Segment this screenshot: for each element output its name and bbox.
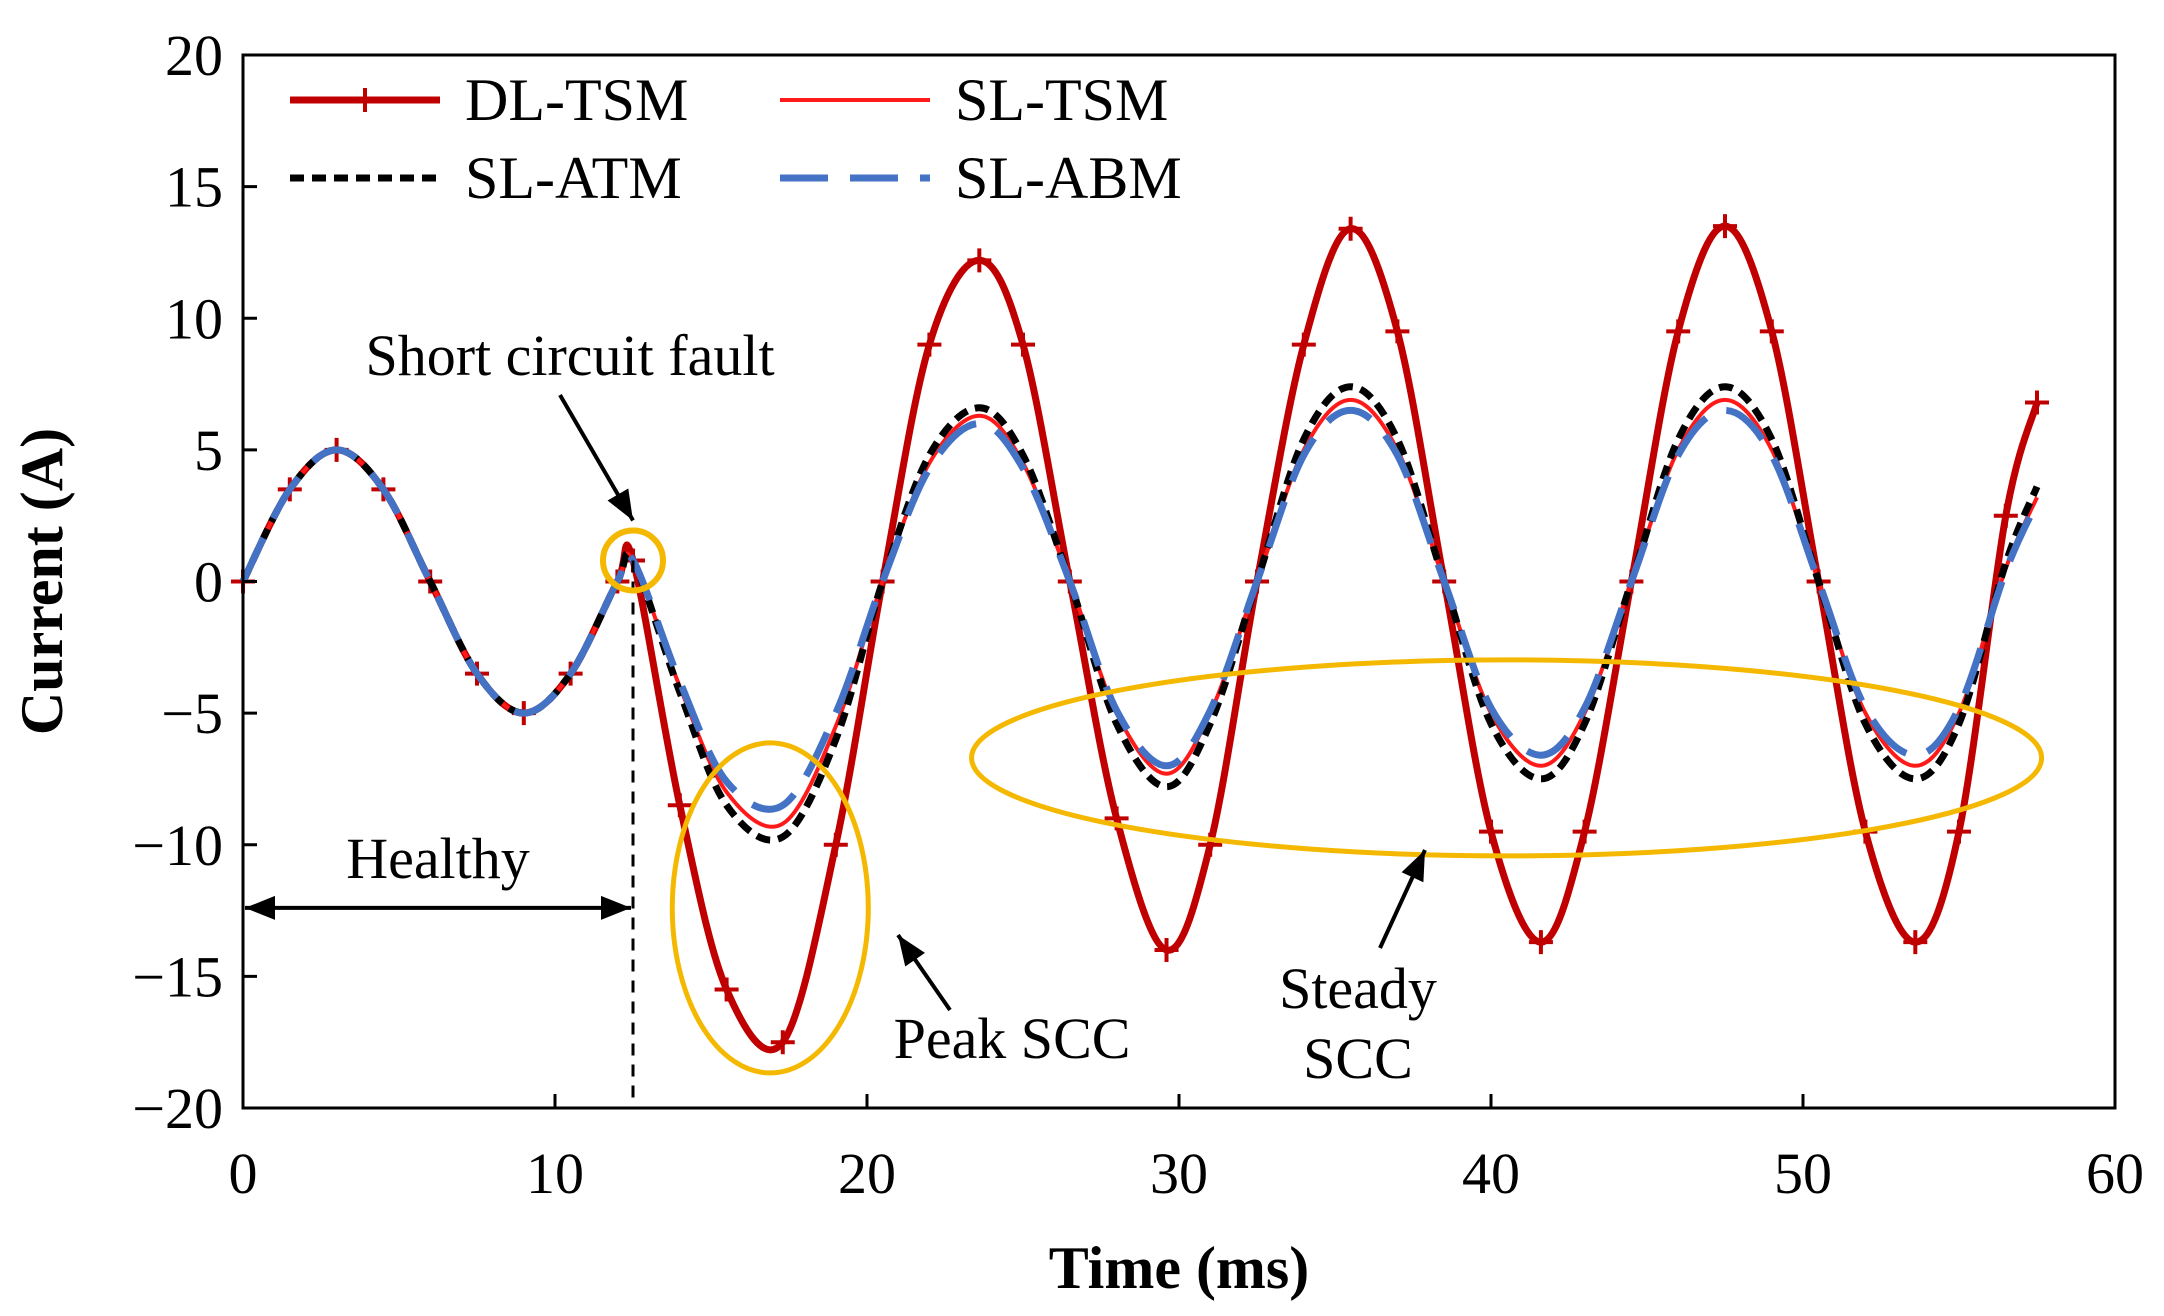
y-axis-title: Current (A) <box>9 428 75 735</box>
legend-item-dl-tsm: DL-TSM <box>290 67 688 133</box>
data-point-marker <box>1011 332 1035 357</box>
arrow-head <box>898 935 925 967</box>
y-tick-label: −10 <box>132 813 223 878</box>
data-point-marker <box>1903 930 1928 955</box>
arrow-head <box>245 895 275 920</box>
data-point-marker <box>1993 503 2018 528</box>
legend-label: SL-ATM <box>465 145 682 211</box>
legend-label: SL-ABM <box>955 145 1182 211</box>
data-point-marker <box>770 1030 795 1055</box>
healthy-interval-arrow <box>245 895 631 920</box>
data-point-marker <box>917 332 942 357</box>
x-tick-label: 60 <box>2086 1141 2144 1206</box>
x-tick-label: 40 <box>1462 1141 1520 1206</box>
legend-item-sl-atm: SL-ATM <box>290 145 682 211</box>
arrow-head <box>601 895 631 920</box>
data-point-marker <box>1479 819 1503 844</box>
plot-area-frame <box>241 53 2117 1110</box>
steady-scc-annotation-line1: Steady <box>1279 956 1437 1021</box>
x-tick-label: 30 <box>1150 1141 1208 1206</box>
data-point-marker <box>1572 819 1597 844</box>
data-point-marker <box>967 248 992 273</box>
data-point-marker <box>1291 332 1316 357</box>
steady-scc-annotation-line2: SCC <box>1303 1026 1413 1091</box>
data-point-marker <box>1666 319 1691 344</box>
y-tick-label: −15 <box>132 944 223 1009</box>
legend: DL-TSM SL-TSM SL-ATM SL-ABM <box>290 67 1182 211</box>
data-point-marker <box>1947 819 1971 844</box>
y-tick-label: −20 <box>132 1076 223 1141</box>
fault-annotation: Short circuit fault <box>365 323 774 388</box>
annotations: Short circuit fault Healthy Peak SCC Steady… <box>245 323 2045 1108</box>
fault-arrow <box>558 393 635 522</box>
data-point-marker <box>1385 319 1410 344</box>
x-tick-label: 50 <box>1774 1141 1832 1206</box>
data-point-marker <box>1338 216 1363 241</box>
y-tick-label: 20 <box>165 23 223 88</box>
legend-marker <box>353 88 377 112</box>
fault-point-highlight <box>600 527 666 594</box>
steady-scc-highlight <box>969 657 2045 859</box>
data-point-marker <box>1528 930 1553 955</box>
y-tick-label: 0 <box>194 550 223 615</box>
y-tick-label: 15 <box>165 155 223 220</box>
data-point-marker <box>667 793 692 818</box>
data-point-marker <box>823 832 848 857</box>
series-layer <box>231 214 2049 1055</box>
series-line-sl-atm <box>239 383 2041 844</box>
healthy-annotation: Healthy <box>346 826 530 891</box>
x-tick-label: 0 <box>229 1141 258 1206</box>
peak-scc-arrow <box>896 933 952 1012</box>
legend-item-sl-abm: SL-ABM <box>780 145 1182 211</box>
arrow-head <box>607 488 633 521</box>
data-point-marker <box>1759 319 1784 344</box>
peak-scc-annotation: Peak SCC <box>894 1006 1131 1071</box>
legend-label: SL-TSM <box>955 67 1168 133</box>
x-tick-label: 10 <box>526 1141 584 1206</box>
arrow-head <box>1401 850 1425 883</box>
legend-item-sl-tsm: SL-TSM <box>780 67 1168 133</box>
x-axis-title: Time (ms) <box>1049 1235 1310 1301</box>
y-tick-label: −5 <box>161 681 223 746</box>
legend-label: DL-TSM <box>465 67 688 133</box>
series-sl-atm <box>239 383 2041 844</box>
series-line-sl-abm <box>239 406 2041 813</box>
peak-scc-highlight <box>669 740 871 1076</box>
data-point-marker <box>1713 214 1737 239</box>
series-sl-abm <box>239 406 2041 813</box>
y-tick-label: 5 <box>194 418 223 483</box>
x-tick-label: 20 <box>838 1141 896 1206</box>
data-point-marker <box>714 977 739 1002</box>
data-point-marker <box>1198 832 1223 857</box>
steady-scc-arrow <box>1378 849 1427 949</box>
y-tick-label: 10 <box>165 286 223 351</box>
data-point-marker <box>2025 390 2049 415</box>
data-point-marker <box>1154 938 1179 963</box>
